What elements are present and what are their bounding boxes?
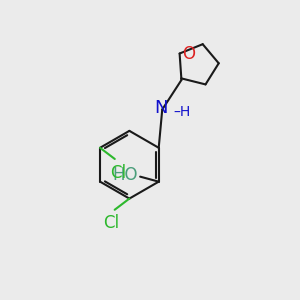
Text: N: N [154, 99, 167, 117]
Text: O: O [182, 44, 195, 62]
Text: Cl: Cl [110, 164, 126, 182]
Text: HO: HO [112, 166, 138, 184]
Text: –H: –H [173, 106, 191, 119]
Text: Cl: Cl [103, 214, 119, 232]
